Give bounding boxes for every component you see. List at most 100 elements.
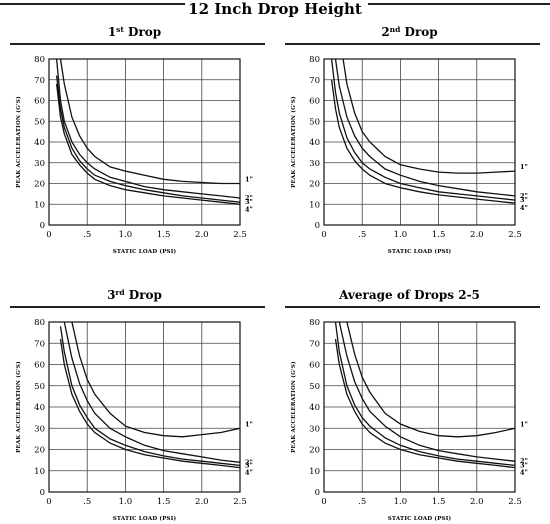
series-label-3: 3": [245, 461, 253, 469]
y-tick-label: 50: [309, 117, 320, 127]
series-label-1: 1": [520, 163, 528, 171]
series-line-3: [330, 59, 515, 201]
panel-title: 3rd Drop: [107, 288, 162, 303]
y-tick-label: 50: [34, 382, 45, 392]
x-tick-label: 1.5: [432, 497, 446, 507]
x-tick-label: 1.0: [119, 497, 133, 507]
x-axis-label: STATIC LOAD (PSI): [388, 515, 452, 522]
y-tick-label: 20: [309, 180, 320, 190]
series-line-3: [55, 75, 240, 203]
y-tick-label: 30: [34, 424, 45, 434]
y-tick-label: 50: [309, 382, 320, 392]
y-tick-label: 60: [34, 97, 45, 107]
x-tick-label: 1.5: [157, 230, 171, 240]
x-tick-label: 1.0: [394, 497, 408, 507]
plot-frame: [323, 321, 516, 493]
y-axis-label: PEAK ACCELERATION (G'S): [15, 96, 22, 188]
panel-title: 1st Drop: [108, 25, 161, 40]
series-line-2: [55, 59, 240, 199]
y-tick-label: 60: [309, 361, 320, 371]
series-label-2: 2": [245, 194, 253, 202]
x-tick-label: .5: [83, 497, 91, 507]
series-label-2: 2": [520, 192, 528, 200]
y-tick-label: 10: [34, 200, 45, 210]
y-tick-label: 20: [34, 180, 45, 190]
page-title: 12 Inch Drop Height: [188, 0, 362, 18]
series-line-2: [63, 322, 240, 463]
x-tick-label: .5: [358, 497, 366, 507]
y-tick-label: 80: [309, 55, 320, 65]
y-tick-label: 80: [309, 318, 320, 328]
y-tick-label: 70: [34, 76, 45, 86]
x-tick-label: 1.5: [432, 230, 446, 240]
series-label-4: 4": [520, 204, 528, 212]
y-tick-label: 0: [315, 221, 320, 231]
series-label-1: 1": [245, 176, 253, 184]
y-tick-label: 30: [34, 159, 45, 169]
x-tick-label: 2.5: [508, 497, 522, 507]
y-tick-label: 40: [34, 138, 45, 148]
series-label-1: 1": [520, 420, 528, 428]
x-tick-label: 1.5: [157, 497, 171, 507]
chart-panel-2: 2nd Drop 0 10 20 30 40 50 60 70 80 0 .5 1.0 1.5 2.0 2.5…: [285, 25, 540, 255]
top-rule-right: [368, 3, 550, 5]
y-axis-label: PEAK ACCELERATION (G'S): [290, 361, 297, 453]
x-tick-label: 0: [321, 497, 326, 507]
y-tick-label: 20: [34, 446, 45, 456]
y-tick-label: 10: [309, 200, 320, 210]
y-tick-label: 10: [34, 467, 45, 477]
y-tick-label: 0: [40, 488, 45, 498]
y-tick-label: 10: [309, 467, 320, 477]
x-axis-label: STATIC LOAD (PSI): [113, 248, 177, 255]
y-tick-label: 60: [309, 97, 320, 107]
x-tick-label: 2.5: [233, 230, 247, 240]
chart-panel-4: Average of Drops 2-5 0 10 20 30 40 50 60 70 80 0 .5…: [285, 288, 540, 522]
y-tick-label: 20: [309, 446, 320, 456]
y-tick-label: 40: [309, 138, 320, 148]
x-tick-label: 2.0: [195, 497, 209, 507]
x-tick-label: 2.0: [470, 230, 484, 240]
plot-frame: [48, 58, 241, 226]
x-tick-label: .5: [83, 230, 91, 240]
series-label-4: 4": [245, 205, 253, 213]
x-tick-label: 2.0: [195, 230, 209, 240]
x-axis-label: STATIC LOAD (PSI): [388, 248, 452, 255]
series-line-1: [71, 322, 240, 438]
series-line-3: [59, 326, 240, 467]
y-tick-label: 80: [34, 55, 45, 65]
y-tick-label: 50: [34, 117, 45, 127]
y-tick-label: 30: [309, 424, 320, 434]
x-tick-label: 1.0: [394, 230, 408, 240]
series-line-4: [55, 83, 240, 205]
panel-title: 2nd Drop: [381, 25, 437, 40]
series-line-4: [334, 338, 515, 469]
series-line-4: [59, 338, 240, 469]
x-tick-label: 2.0: [470, 497, 484, 507]
y-axis-label: PEAK ACCELERATION (G'S): [290, 96, 297, 188]
series-line-1: [346, 322, 515, 438]
x-tick-label: 1.0: [119, 230, 133, 240]
y-tick-label: 70: [309, 76, 320, 86]
x-tick-label: 0: [46, 230, 51, 240]
series-line-3: [334, 322, 515, 467]
series-label-2: 2": [245, 458, 253, 466]
series-label-3: 3": [245, 198, 253, 206]
chart-panel-3: 3rd Drop 0 10 20 30 40 50 60 70 80 0 .5 1.0 1.5 2.0 2.5…: [10, 288, 265, 522]
y-tick-label: 30: [309, 159, 320, 169]
series-line-2: [338, 322, 515, 462]
series-label-1: 1": [245, 420, 253, 428]
y-tick-label: 40: [309, 403, 320, 413]
y-axis-label: PEAK ACCELERATION (G'S): [15, 361, 22, 453]
x-tick-label: 2.5: [233, 497, 247, 507]
chart-panel-1: 1st Drop 0 10 20 30 40 50 60 70 80 0 .5 1.0 1.5 2.0 2.5…: [10, 25, 265, 255]
y-tick-label: 70: [34, 339, 45, 349]
series-line-1: [342, 59, 515, 174]
x-tick-label: 0: [321, 230, 326, 240]
plot-frame: [323, 58, 516, 226]
y-tick-label: 0: [40, 221, 45, 231]
series-label-3: 3": [520, 461, 528, 469]
series-line-2: [334, 59, 515, 197]
series-line-4: [330, 79, 515, 204]
y-tick-label: 0: [315, 488, 320, 498]
